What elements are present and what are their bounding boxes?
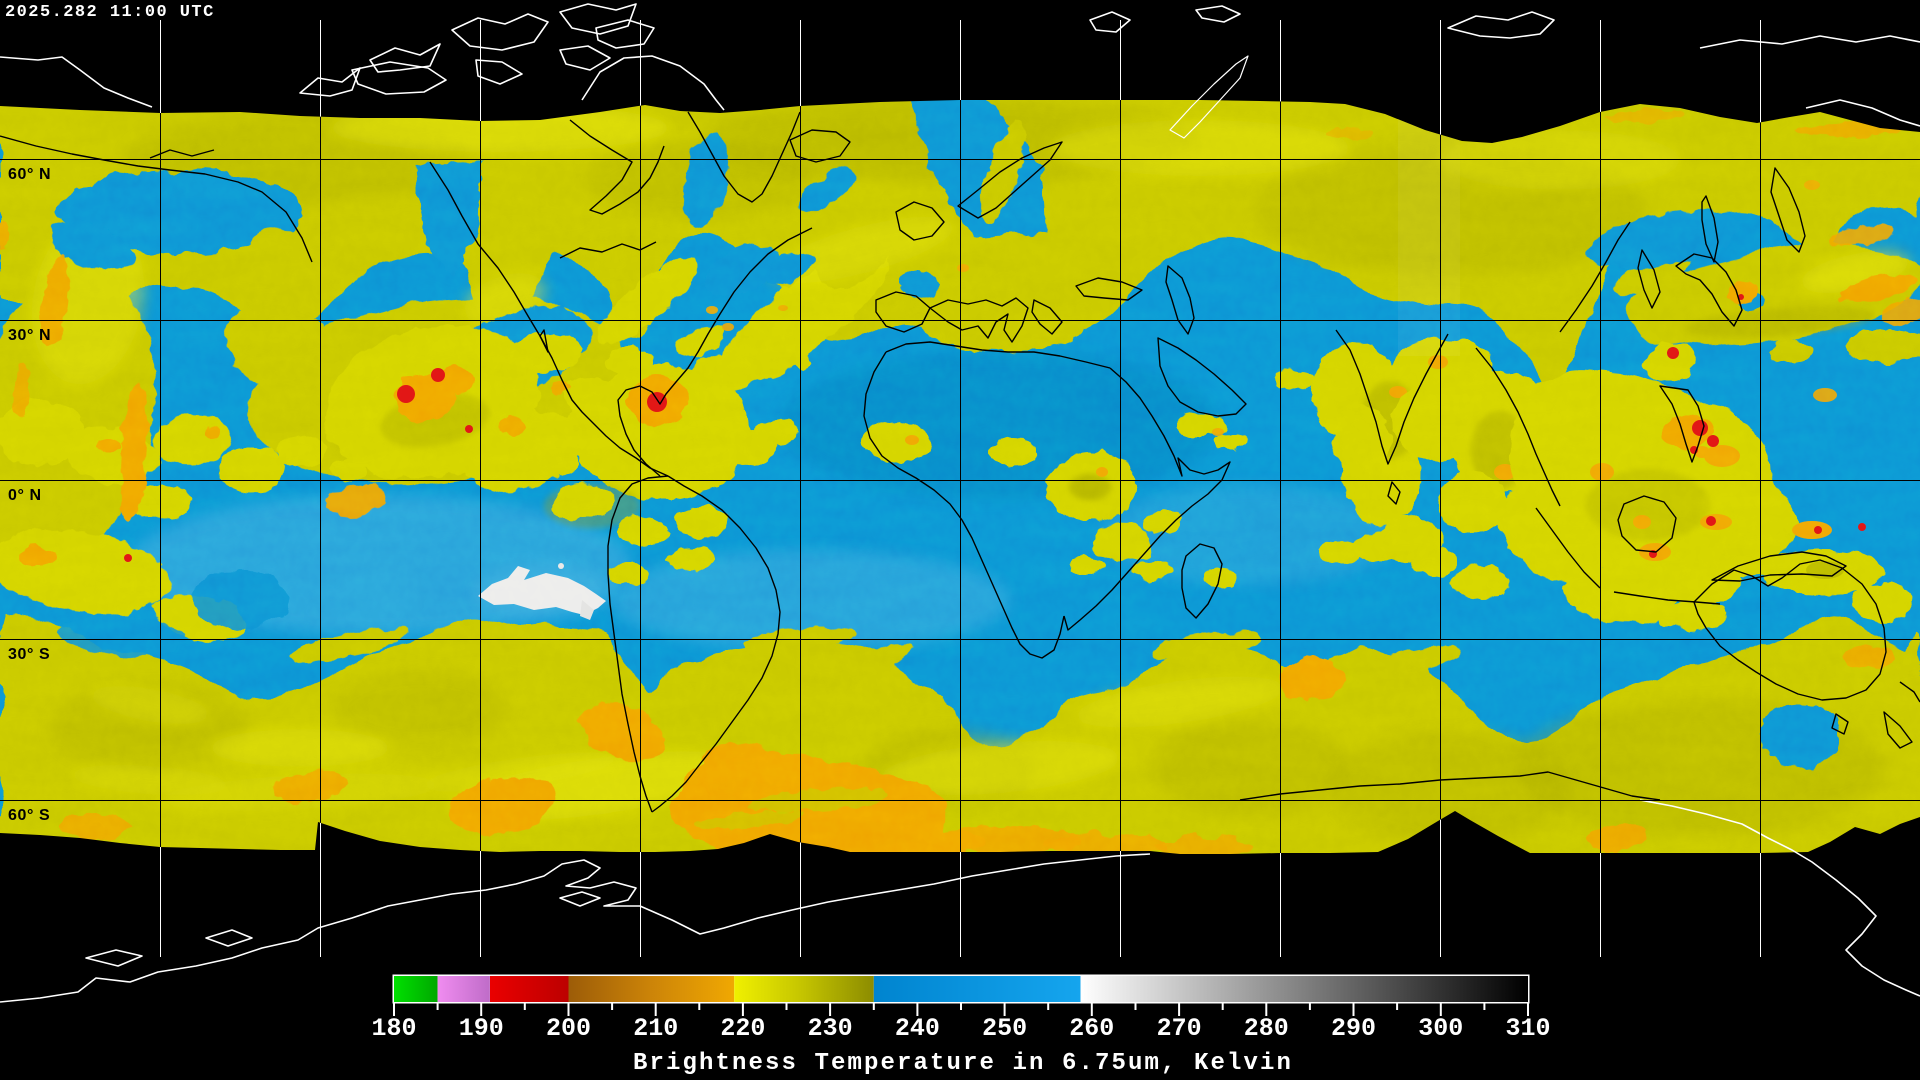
svg-text:2025.282 11:00 UTC: 2025.282 11:00 UTC (5, 3, 215, 22)
svg-text:60° S: 60° S (8, 807, 50, 824)
svg-text:60° N: 60° N (8, 166, 51, 183)
svg-text:180: 180 (371, 1014, 416, 1043)
svg-text:220: 220 (720, 1014, 765, 1043)
svg-text:200: 200 (546, 1014, 591, 1043)
svg-text:30° S: 30° S (8, 646, 50, 663)
svg-text:240: 240 (895, 1014, 940, 1043)
svg-text:280: 280 (1244, 1014, 1289, 1043)
svg-text:Brightness Temperature in 6.75: Brightness Temperature in 6.75um, Kelvin (633, 1050, 1293, 1077)
svg-text:210: 210 (633, 1014, 678, 1043)
svg-text:30° N: 30° N (8, 327, 51, 344)
svg-text:190: 190 (459, 1014, 504, 1043)
svg-text:270: 270 (1157, 1014, 1202, 1043)
svg-text:260: 260 (1069, 1014, 1114, 1043)
svg-text:290: 290 (1331, 1014, 1376, 1043)
svg-text:300: 300 (1418, 1014, 1463, 1043)
svg-text:0° N: 0° N (8, 487, 42, 504)
svg-text:250: 250 (982, 1014, 1027, 1043)
svg-text:310: 310 (1505, 1014, 1550, 1043)
svg-text:230: 230 (808, 1014, 853, 1043)
